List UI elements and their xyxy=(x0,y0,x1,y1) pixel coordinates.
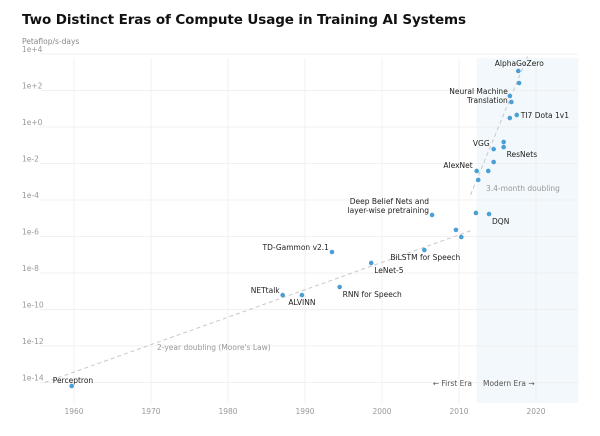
point-label-alvinn: ALVINN xyxy=(288,298,315,307)
data-point[interactable] xyxy=(507,93,513,99)
y-axis-label: Petaflop/s-days xyxy=(22,37,80,46)
x-tick-label: 2010 xyxy=(449,407,468,416)
point-label-dqn: DQN xyxy=(492,217,509,226)
data-point[interactable] xyxy=(429,212,435,218)
y-tick-label: 1e-14 xyxy=(22,374,44,383)
point-label-perceptron: Perceptron xyxy=(53,376,94,385)
x-tick-label: 1960 xyxy=(64,407,83,416)
point-label-neural-machine-translation: Translation xyxy=(466,96,508,105)
modern-era-shade xyxy=(476,58,579,403)
data-point[interactable] xyxy=(485,168,491,174)
point-label-ti7-dota-1v1: TI7 Dota 1v1 xyxy=(520,111,569,120)
data-point[interactable] xyxy=(69,383,74,389)
y-tick-label: 1e-6 xyxy=(22,228,39,237)
first-era-label: ← First Era xyxy=(433,379,472,388)
moores-law-trend-line xyxy=(44,230,472,383)
point-label-td-gammon-v2-1: TD-Gammon v2.1 xyxy=(261,243,329,252)
point-label-deep-belief-nets-and-layer-wise-pretraining: layer-wise pretraining xyxy=(348,206,430,215)
modern-trend-line xyxy=(470,56,528,196)
data-point[interactable] xyxy=(516,80,522,86)
data-point[interactable] xyxy=(491,146,496,152)
data-point[interactable] xyxy=(422,247,427,253)
data-point[interactable] xyxy=(501,144,506,150)
y-tick-label: 1e-10 xyxy=(22,301,44,310)
data-point[interactable] xyxy=(337,284,342,290)
x-tick-label: 2000 xyxy=(372,407,391,416)
point-label-deep-belief-nets-and-layer-wise-pretraining: Deep Belief Nets and xyxy=(350,197,430,206)
data-point[interactable] xyxy=(329,249,335,255)
x-tick-label: 1970 xyxy=(141,407,160,416)
data-point[interactable] xyxy=(514,112,520,118)
y-tick-label: 1e-4 xyxy=(22,191,39,200)
point-label-lenet-5: LeNet-5 xyxy=(374,266,404,275)
data-point[interactable] xyxy=(280,292,285,298)
point-label-resnets: ResNets xyxy=(507,150,538,159)
x-tick-label: 2020 xyxy=(526,407,545,416)
y-tick-label: 1e-12 xyxy=(22,337,44,346)
point-label-nettalk: NETtalk xyxy=(251,286,281,295)
point-label-bilstm-for-speech: BiLSTM for Speech xyxy=(390,253,460,262)
y-tick-label: 1e-8 xyxy=(22,264,39,273)
y-tick-label: 1e-2 xyxy=(22,155,39,164)
data-point[interactable] xyxy=(459,234,464,240)
modern-trend-label: 3.4-month doubling xyxy=(486,184,560,193)
data-point[interactable] xyxy=(491,159,496,165)
moores-law-label: 2-year doubling (Moore's Law) xyxy=(157,343,271,352)
data-point[interactable] xyxy=(515,68,521,74)
point-label-rnn-for-speech: RNN for Speech xyxy=(343,290,402,299)
point-label-alphagozero: AlphaGoZero xyxy=(495,59,544,68)
data-point[interactable] xyxy=(474,168,480,174)
point-label-alexnet: AlexNet xyxy=(443,161,472,170)
point-label-neural-machine-translation: Neural Machine xyxy=(449,87,508,96)
x-tick-label: 1990 xyxy=(295,407,314,416)
data-point[interactable] xyxy=(501,139,506,145)
x-tick-label: 1980 xyxy=(218,407,237,416)
data-point[interactable] xyxy=(299,292,305,298)
modern-era-label: Modern Era → xyxy=(483,379,535,388)
data-point[interactable] xyxy=(507,115,513,121)
point-label-vgg: VGG xyxy=(473,139,490,148)
data-point[interactable] xyxy=(473,210,479,216)
y-tick-label: 1e+0 xyxy=(22,118,43,127)
data-point[interactable] xyxy=(368,260,374,266)
y-tick-label: 1e+2 xyxy=(22,82,43,91)
chart-title: Two Distinct Eras of Compute Usage in Tr… xyxy=(22,12,466,28)
data-point[interactable] xyxy=(509,99,514,105)
data-point[interactable] xyxy=(486,211,492,217)
data-point[interactable] xyxy=(453,227,459,233)
y-tick-label: 1e+4 xyxy=(22,45,43,54)
data-point[interactable] xyxy=(475,177,481,183)
